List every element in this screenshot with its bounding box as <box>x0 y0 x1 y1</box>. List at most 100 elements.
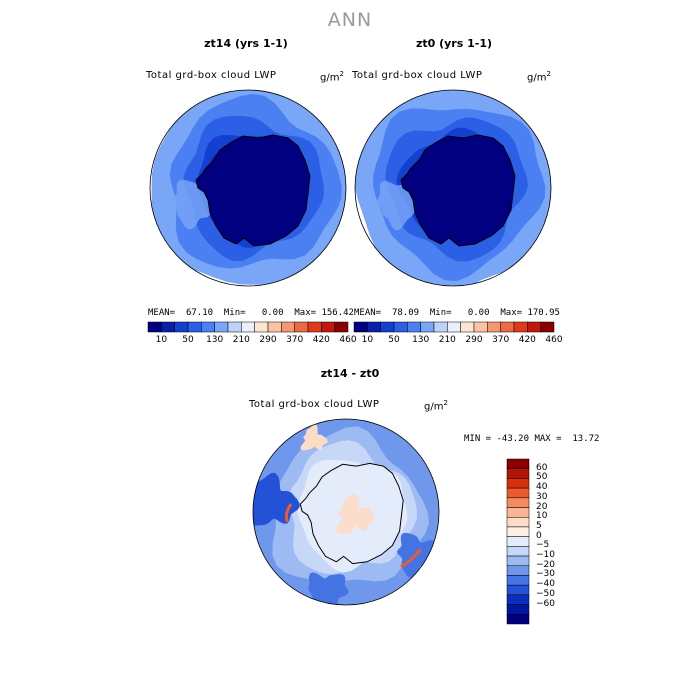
diff-colorbar-tick-label: −10 <box>536 550 555 561</box>
colorbar-tick-label: 460 <box>339 335 357 345</box>
colorbar-swatch-13 <box>513 321 528 333</box>
panel-1-unit: g/m2 <box>320 70 344 84</box>
colorbar-swatch-9 <box>460 321 475 333</box>
diff-colorbar-tick-label: −30 <box>536 569 555 580</box>
panel-2-unit: g/m2 <box>527 70 551 84</box>
colorbar-swatch-7 <box>227 321 242 333</box>
diff-case-title: zt14 - zt0 <box>320 367 380 380</box>
colorbar-tick-label: 50 <box>182 335 194 345</box>
panel-1-case-title: zt14 (yrs 1-1) <box>204 37 288 50</box>
colorbar-swatch-9 <box>254 321 269 333</box>
diff-colorbar-swatch-7 <box>506 516 530 528</box>
colorbar-tick-label: 370 <box>492 335 510 345</box>
diff-colorbar-swatch-5 <box>506 497 530 508</box>
colorbar-swatch-12 <box>294 321 309 333</box>
diff-colorbar-tick-label: 50 <box>536 472 548 483</box>
diff-colorbar-tick-label: 40 <box>536 482 548 493</box>
colorbar-tick-label: 460 <box>545 335 563 345</box>
colorbar-tick-label: 210 <box>232 335 250 345</box>
diff-colorbar-swatch-8 <box>506 526 530 537</box>
panel-1-stats: MEAN= 67.10 Min= 0.00 Max= 156.42 <box>148 308 354 318</box>
colorbar-swatch-6 <box>420 321 435 333</box>
colorbar-tick-label: 290 <box>259 335 277 345</box>
diff-colorbar-tick-label: 60 <box>536 462 548 473</box>
diff-colorbar-swatch-13 <box>506 575 530 586</box>
colorbar-swatch-7 <box>433 321 448 333</box>
colorbar-swatch-5 <box>407 321 421 333</box>
antarctica-landmass <box>195 134 311 247</box>
diff-unit: g/m2 <box>424 399 448 413</box>
diff-varname: Total grd-box cloud LWP <box>249 399 380 410</box>
colorbar-swatch-10 <box>473 321 488 333</box>
colorbar-swatch-8 <box>241 321 255 333</box>
map-boundary <box>252 418 440 606</box>
colorbar-swatch-10 <box>267 321 282 333</box>
diff-colorbar-tick-label: −40 <box>536 579 555 590</box>
diff-colorbar-swatch-11 <box>506 555 530 567</box>
diff-colorbar-swatch-4 <box>506 487 530 499</box>
colorbar-swatch-6 <box>214 321 229 333</box>
colorbar-tick-label: 10 <box>155 335 168 345</box>
colorbar-tick-label: 290 <box>465 335 483 345</box>
colorbar-swatch-2 <box>161 321 175 333</box>
colorbar-swatch-8 <box>447 321 461 333</box>
diff-colorbar-tick-label: −60 <box>536 598 555 609</box>
colorbar-tick-label: 10 <box>361 335 374 345</box>
colorbar-swatch-1 <box>353 321 368 333</box>
diff-colorbar-tick-label: −20 <box>536 559 555 570</box>
diff-colorbar-swatch-17 <box>506 614 530 625</box>
colorbar-swatch-2 <box>367 321 381 333</box>
figure-title: ANN <box>327 9 373 31</box>
colorbar-tick-label: 130 <box>206 335 224 345</box>
diff-colorbar-tick-label: −50 <box>536 588 555 599</box>
colorbar-tick-label: 130 <box>412 335 430 345</box>
diff-colorbar <box>506 458 530 625</box>
panel-2-stats: MEAN= 78.09 Min= 0.00 Max= 170.95 <box>354 308 560 318</box>
colorbar-swatch-15 <box>334 321 349 333</box>
colorbar-swatch-15 <box>540 321 555 333</box>
diff-colorbar-swatch-14 <box>506 584 530 596</box>
diff-colorbar-swatch-3 <box>506 478 530 489</box>
diff-patch-7 <box>336 493 375 534</box>
diff-colorbar-swatch-12 <box>506 565 530 576</box>
diff-colorbar-swatch-15 <box>506 594 530 605</box>
panel-2-colorbar <box>353 321 555 333</box>
colorbar-swatch-4 <box>187 321 202 333</box>
colorbar-swatch-11 <box>487 321 501 333</box>
colorbar-swatch-13 <box>307 321 322 333</box>
panel-2-varname: Total grd-box cloud LWP <box>352 70 483 81</box>
colorbar-swatch-14 <box>527 321 541 333</box>
diff-patch-4 <box>300 424 328 451</box>
diff-patch-3 <box>308 572 349 605</box>
antarctica-landmass <box>400 134 516 247</box>
diff-colorbar-tick-label: 0 <box>536 530 542 541</box>
colorbar-swatch-4 <box>393 321 408 333</box>
panel-1-colorbar <box>147 321 349 333</box>
diff-colorbar-swatch-9 <box>506 536 530 547</box>
panel-1-varname: Total grd-box cloud LWP <box>146 70 277 81</box>
colorbar-swatch-5 <box>201 321 215 333</box>
diff-colorbar-swatch-2 <box>506 468 530 479</box>
diff-colorbar-tick-label: 30 <box>536 491 548 502</box>
diff-coastal-streak-1 <box>400 548 423 569</box>
diff-colorbar-swatch-16 <box>506 604 530 615</box>
diff-colorbar-tick-label: 5 <box>536 520 542 531</box>
panel-2-case-title: zt0 (yrs 1-1) <box>415 37 493 50</box>
diff-coastal-streak-2 <box>285 503 293 523</box>
diff-colorbar-tick-label: −5 <box>536 540 550 551</box>
map-boundary <box>354 89 552 287</box>
map-boundary <box>149 89 347 287</box>
colorbar-swatch-3 <box>174 321 189 333</box>
colorbar-tick-label: 420 <box>518 335 536 345</box>
colorbar-swatch-3 <box>380 321 395 333</box>
panel-1-polar-map <box>149 89 347 287</box>
diff-colorbar-tick-label: 10 <box>536 511 548 522</box>
colorbar-swatch-1 <box>147 321 162 333</box>
colorbar-tick-label: 420 <box>312 335 330 345</box>
diff-colorbar-swatch-10 <box>506 546 530 557</box>
colorbar-tick-label: 370 <box>286 335 304 345</box>
colorbar-tick-label: 50 <box>388 335 400 345</box>
diff-polar-map <box>252 418 440 606</box>
colorbar-swatch-12 <box>500 321 515 333</box>
diff-colorbar-swatch-1 <box>506 458 530 469</box>
